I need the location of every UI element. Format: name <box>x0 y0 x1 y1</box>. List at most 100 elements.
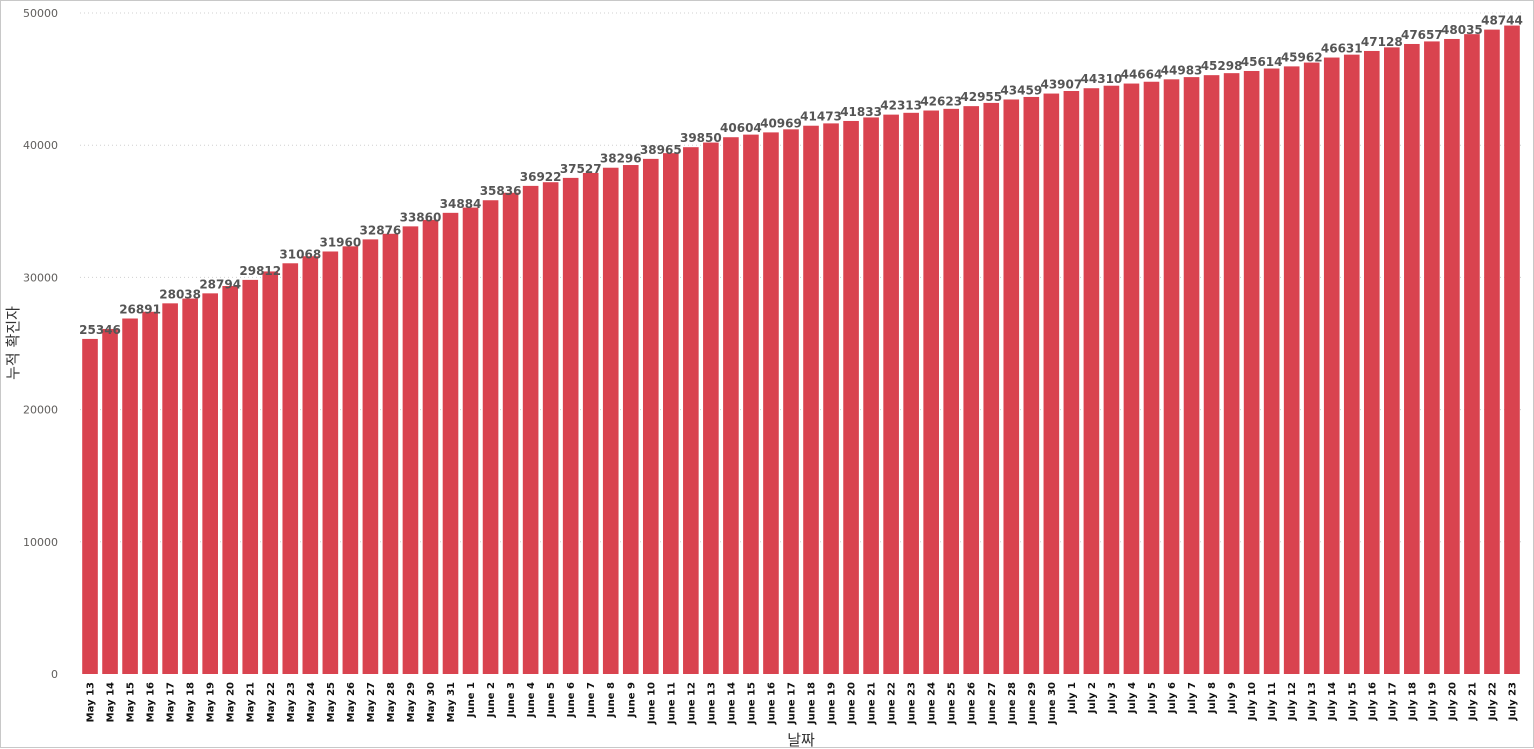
x-tick-label: June 17 <box>786 682 797 725</box>
bar[interactable] <box>743 134 759 674</box>
bar[interactable] <box>502 192 519 675</box>
bar[interactable] <box>803 125 819 675</box>
bar[interactable] <box>322 251 339 674</box>
bar[interactable] <box>202 293 218 674</box>
bar[interactable] <box>382 233 399 675</box>
bar[interactable] <box>422 219 439 674</box>
x-tick-label: July 15 <box>1347 682 1358 721</box>
bar[interactable] <box>683 147 699 675</box>
bar[interactable] <box>282 263 299 674</box>
bar[interactable] <box>342 246 359 674</box>
bar[interactable] <box>1363 50 1380 675</box>
x-tick-label: July 16 <box>1367 682 1378 721</box>
x-tick-label: July 21 <box>1467 682 1478 721</box>
x-tick-label: May 23 <box>286 682 297 722</box>
bar[interactable] <box>1123 83 1140 674</box>
x-tick-label: June 8 <box>606 682 617 718</box>
bar[interactable] <box>763 132 779 674</box>
bar[interactable] <box>482 200 499 674</box>
bar[interactable] <box>262 271 279 674</box>
x-tick-label: July 12 <box>1287 682 1298 721</box>
bar[interactable] <box>1424 41 1440 675</box>
bar[interactable] <box>1223 73 1240 674</box>
x-tick-label: June 23 <box>907 682 918 725</box>
bar[interactable] <box>1063 90 1080 675</box>
data-label: 39850 <box>680 131 722 145</box>
bar[interactable] <box>462 207 479 675</box>
bar[interactable] <box>122 318 138 674</box>
bar[interactable] <box>883 114 899 675</box>
bar[interactable] <box>963 106 980 675</box>
bar[interactable] <box>1203 75 1220 674</box>
x-tick-label: June 5 <box>546 682 557 718</box>
bar[interactable] <box>1404 43 1420 674</box>
bar[interactable] <box>1464 34 1480 675</box>
bar[interactable] <box>923 110 939 675</box>
bar[interactable] <box>582 172 599 674</box>
bar[interactable] <box>903 112 919 675</box>
bar[interactable] <box>182 298 198 674</box>
bar[interactable] <box>1183 77 1200 674</box>
bar[interactable] <box>1043 93 1060 675</box>
bar[interactable] <box>863 117 879 675</box>
bar[interactable] <box>783 129 799 674</box>
bar[interactable] <box>442 212 459 674</box>
bar[interactable] <box>1163 79 1180 675</box>
bar[interactable] <box>1143 81 1160 674</box>
x-tick-label: June 26 <box>967 682 978 725</box>
bar[interactable] <box>943 108 960 675</box>
data-label: 25346 <box>79 323 121 337</box>
x-tick-label: July 5 <box>1147 682 1158 714</box>
bar[interactable] <box>562 177 579 674</box>
x-tick-label: July 23 <box>1507 682 1518 721</box>
bar[interactable] <box>1283 66 1300 674</box>
bar[interactable] <box>983 102 1000 674</box>
bar[interactable] <box>302 256 319 674</box>
bar[interactable] <box>162 303 178 674</box>
data-label: 40604 <box>720 121 762 135</box>
data-label: 28794 <box>199 277 241 291</box>
bar[interactable] <box>843 120 859 674</box>
x-tick-label: June 6 <box>566 682 577 718</box>
data-label: 43907 <box>1040 78 1082 92</box>
bar[interactable] <box>1343 54 1360 674</box>
x-tick-label: July 9 <box>1227 682 1238 714</box>
bar[interactable] <box>1263 68 1280 675</box>
data-label: 47657 <box>1401 28 1443 42</box>
x-tick-label: June 13 <box>706 682 717 725</box>
bar[interactable] <box>1384 47 1400 674</box>
bar[interactable] <box>1504 25 1520 674</box>
bar[interactable] <box>522 185 539 674</box>
bar[interactable] <box>542 182 559 674</box>
bar[interactable] <box>102 328 118 674</box>
bar[interactable] <box>823 123 839 674</box>
bar[interactable] <box>642 158 659 675</box>
bar[interactable] <box>82 338 98 674</box>
bar[interactable] <box>402 226 419 675</box>
bar[interactable] <box>1303 62 1320 674</box>
bar[interactable] <box>1083 88 1100 674</box>
bar[interactable] <box>242 279 259 674</box>
bar[interactable] <box>703 142 719 674</box>
bar[interactable] <box>1103 85 1120 674</box>
bar[interactable] <box>362 239 379 674</box>
bar[interactable] <box>622 165 639 674</box>
bar[interactable] <box>142 311 158 674</box>
x-tick-label: July 18 <box>1407 682 1418 721</box>
bar[interactable] <box>1243 70 1260 675</box>
bar[interactable] <box>222 285 239 674</box>
bar[interactable] <box>723 137 739 675</box>
x-tick-label: May 31 <box>446 682 457 722</box>
x-tick-label: July 14 <box>1327 682 1338 721</box>
bar[interactable] <box>1444 38 1460 675</box>
bar[interactable] <box>602 167 619 675</box>
bar[interactable] <box>1023 96 1040 674</box>
bar[interactable] <box>663 153 679 674</box>
x-tick-label: May 30 <box>426 682 437 722</box>
bar[interactable] <box>1003 99 1020 674</box>
data-label: 26891 <box>119 303 161 317</box>
bar[interactable] <box>1484 29 1500 675</box>
bar[interactable] <box>1323 57 1340 674</box>
x-tick-label: May 18 <box>186 682 197 722</box>
